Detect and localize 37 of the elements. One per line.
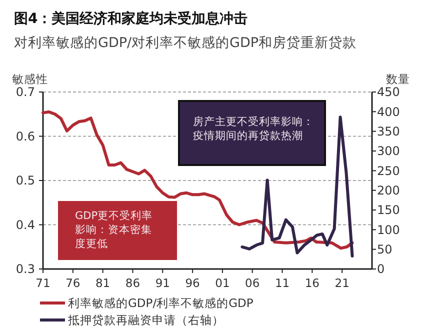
annotation: 房产主更不受利率影响：疫情期间的再贷款热潮	[193, 115, 314, 142]
y-tick-label: 0.5	[16, 174, 35, 188]
x-tick-label: 76	[66, 276, 80, 290]
y2-tick-label: 100	[377, 222, 400, 237]
y-tick-label: 0.6	[16, 129, 35, 144]
y2-axis-title: 数量	[386, 72, 410, 86]
x-tick-label: 16	[304, 276, 320, 290]
y-tick-label: 0.3	[16, 262, 35, 276]
y-axis-title: 敏感性	[12, 72, 48, 86]
x-tick-label: 11	[274, 276, 290, 290]
y2-tick-label: 150	[377, 203, 400, 218]
y2-tick-label: 350	[377, 124, 400, 139]
x-tick-label: 01	[215, 276, 230, 290]
legend-label: 利率敏感的GDP/利率不敏感的GDP	[68, 296, 254, 310]
annotation: GDP更不受利率影响：资本密集度更低	[75, 209, 153, 250]
chart-title: 图4：美国经济和家庭均未受加息冲击	[14, 10, 248, 27]
y2-tick-label: 50	[377, 242, 392, 257]
y-tick-label: 0.7	[16, 85, 35, 100]
x-tick-label: 81	[96, 276, 110, 290]
legend-label: 抵押贷款再融资申请（右轴）	[67, 313, 224, 328]
chart-subtitle: 对利率敏感的GDP/对利率不敏感的GDP和房贷重新贷款	[14, 35, 357, 51]
y2-tick-label: 200	[377, 184, 400, 198]
note-box: 房产主更不受利率影响：疫情期间的再贷款热潮	[178, 100, 326, 166]
line-series	[42, 110, 354, 250]
y2-tick-label: 400	[377, 104, 400, 119]
y-tick-label: 0.4	[16, 218, 35, 232]
x-tick-label: 06	[245, 276, 260, 290]
x-tick-label: 96	[185, 276, 200, 290]
y2-tick-label: 450	[377, 85, 400, 100]
y2-tick-label: 250	[377, 164, 400, 178]
note-box: GDP更不受利率影响：资本密集度更低	[58, 201, 177, 260]
y2-tick-label: 300	[377, 144, 400, 158]
x-tick-label: 91	[155, 276, 170, 290]
x-tick-label: 86	[125, 276, 140, 290]
x-tick-label: 71	[36, 276, 50, 290]
x-tick-label: 21	[334, 276, 350, 290]
y2-tick-label: 0	[377, 262, 385, 276]
